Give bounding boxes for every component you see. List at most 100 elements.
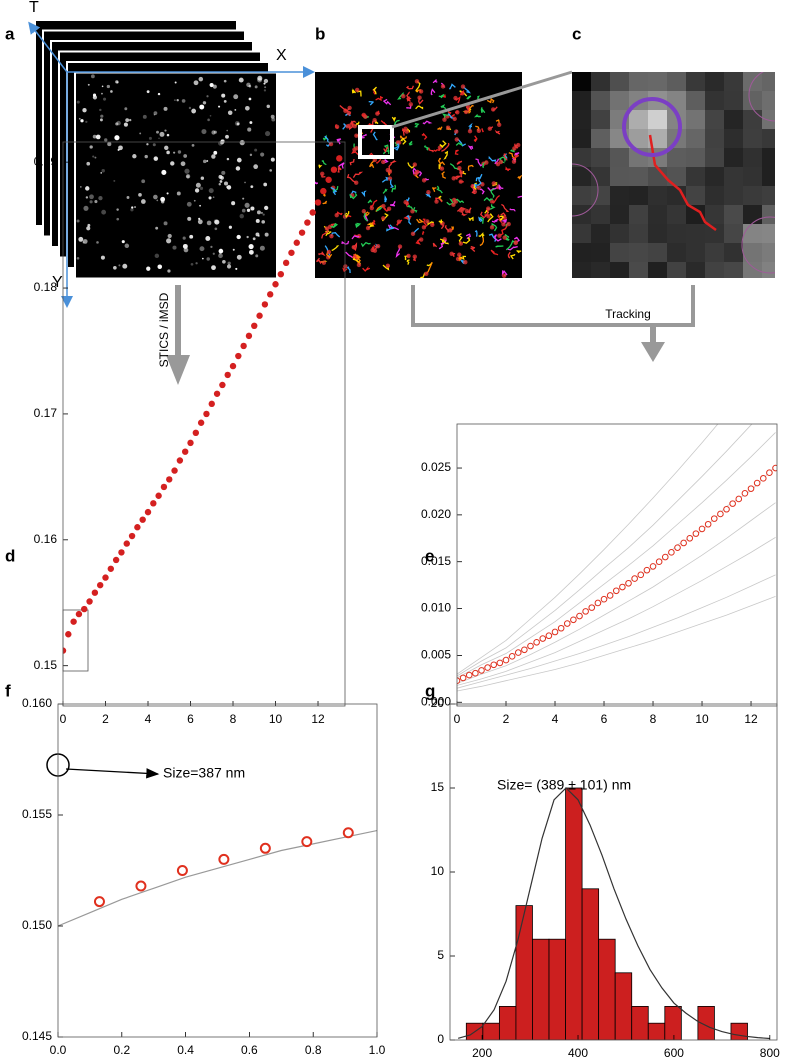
spot xyxy=(250,206,255,211)
spot xyxy=(249,153,253,157)
spot xyxy=(100,114,104,118)
panel-label: e xyxy=(425,546,434,565)
data-point xyxy=(282,259,290,267)
spot xyxy=(264,130,271,137)
spot xyxy=(381,216,386,221)
track xyxy=(395,143,400,151)
series-line xyxy=(457,432,776,679)
spot xyxy=(118,145,123,151)
pixel xyxy=(686,262,705,278)
plot-area xyxy=(58,827,377,927)
spot xyxy=(234,108,237,111)
pixel xyxy=(762,110,775,129)
axis-name: T xyxy=(29,0,39,16)
arrow-label: STICS / iMSD xyxy=(157,292,171,367)
bracket xyxy=(411,285,695,327)
data-point xyxy=(325,176,332,183)
plot-area xyxy=(457,424,777,692)
data-point xyxy=(759,475,767,482)
spot xyxy=(238,77,244,83)
spot xyxy=(202,159,207,164)
spot xyxy=(419,237,424,242)
track xyxy=(337,165,342,173)
spot xyxy=(167,269,171,273)
track xyxy=(480,107,486,114)
spot xyxy=(381,159,386,165)
spot xyxy=(86,161,91,166)
data-point xyxy=(649,563,657,570)
data-point xyxy=(508,653,516,660)
track xyxy=(416,218,424,224)
spot xyxy=(80,119,84,123)
pixel xyxy=(610,186,629,205)
spot xyxy=(489,199,495,204)
pixel xyxy=(724,224,743,243)
track xyxy=(408,140,414,146)
spot xyxy=(176,99,179,102)
pixel xyxy=(705,148,724,167)
track xyxy=(391,184,397,193)
track xyxy=(428,147,434,153)
data-point xyxy=(176,865,188,876)
spot xyxy=(486,214,491,219)
data-point xyxy=(588,604,596,611)
spot xyxy=(209,114,212,117)
spot xyxy=(397,244,403,249)
x-tick-label: 6 xyxy=(601,712,608,726)
track xyxy=(439,140,447,148)
track xyxy=(360,241,371,248)
spot xyxy=(228,225,232,229)
spot xyxy=(146,90,150,94)
spot xyxy=(92,93,97,97)
panel-label: g xyxy=(425,681,435,700)
spot xyxy=(197,219,203,225)
pixel xyxy=(705,72,724,91)
y-tick-label: 0.160 xyxy=(22,696,52,710)
spot xyxy=(106,84,111,89)
track xyxy=(491,218,499,223)
y-tick-label: 0.005 xyxy=(421,648,451,662)
series-line xyxy=(457,465,776,681)
spot xyxy=(218,183,222,186)
data-point xyxy=(472,669,479,677)
track xyxy=(375,95,384,102)
track xyxy=(475,176,483,185)
spot xyxy=(98,195,103,201)
pixel xyxy=(591,129,610,148)
pixel xyxy=(610,72,629,91)
track xyxy=(372,86,377,95)
track xyxy=(376,206,383,212)
data-point xyxy=(218,853,230,865)
spot xyxy=(213,219,218,224)
track xyxy=(499,215,504,221)
track xyxy=(514,152,520,156)
spot xyxy=(356,262,362,268)
track xyxy=(383,144,389,152)
data-point xyxy=(631,575,638,582)
data-point xyxy=(674,544,681,551)
track xyxy=(331,245,340,252)
data-point xyxy=(160,483,168,491)
track xyxy=(439,238,450,245)
spot xyxy=(487,126,493,131)
track xyxy=(406,197,410,202)
spot xyxy=(211,154,216,159)
track xyxy=(493,234,502,242)
x-tick-label: 10 xyxy=(269,712,283,726)
data-point xyxy=(298,229,306,236)
data-point xyxy=(229,362,237,370)
x-tick-label: 12 xyxy=(311,712,325,726)
track xyxy=(406,259,410,265)
spot xyxy=(207,118,210,122)
spot xyxy=(236,254,242,260)
data-point xyxy=(521,646,528,654)
spot xyxy=(231,201,236,206)
pixel xyxy=(610,262,629,278)
track xyxy=(438,219,443,224)
track xyxy=(467,164,474,171)
spot xyxy=(156,199,159,202)
spot xyxy=(463,109,469,115)
track xyxy=(460,209,468,217)
x-tick-label: 2 xyxy=(503,712,510,726)
spot xyxy=(440,84,446,89)
